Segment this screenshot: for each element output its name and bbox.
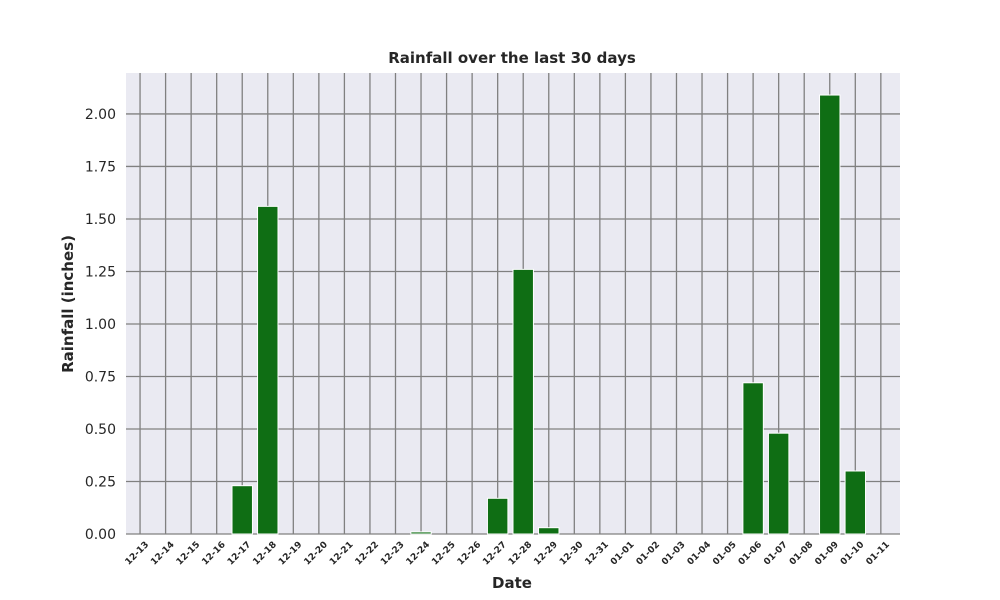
x-tick-label: 01-07 [762,540,789,567]
y-tick-label: 1.50 [85,212,116,228]
y-tick-label: 0.75 [85,369,116,385]
x-tick-label: 12-23 [379,540,406,567]
x-tick-label: 12-28 [507,540,534,567]
x-tick-label: 12-15 [175,540,202,567]
y-tick-label: 1.75 [85,159,116,175]
x-tick-label: 12-17 [226,540,253,567]
x-tick-label: 01-09 [813,540,840,567]
x-tick-label: 12-20 [303,540,330,567]
x-tick-label: 12-14 [149,540,176,567]
y-tick-label: 2.00 [85,107,116,123]
y-tick-labels: 0.00 0.25 0.50 0.75 1.00 1.25 1.50 1.75 2.00 [85,107,116,543]
bar-12-27 [486,497,509,535]
x-tick-label: 01-04 [686,540,713,567]
bar-01-07 [767,432,790,535]
y-tick-label: 0.50 [85,422,116,438]
x-tick-label: 12-18 [251,540,278,567]
bar-12-17 [231,485,253,535]
x-tick-label: 12-26 [456,540,483,567]
chart-title: Rainfall over the last 30 days [388,49,636,67]
x-axis-label: Date [492,574,532,592]
y-tick-label: 1.25 [85,264,116,280]
y-tick-label: 0.00 [85,527,116,543]
x-tick-label: 01-08 [788,540,815,567]
y-tick-label: 0.25 [85,474,116,490]
x-tick-label: 12-16 [200,540,227,567]
x-tick-label: 12-13 [124,540,151,567]
x-tick-label: 12-22 [354,540,381,567]
x-tick-labels: 12-1312-1412-1512-1612-1712-1812-1912-20… [124,540,892,567]
x-tick-label: 12-21 [328,540,355,567]
x-tick-label: 12-25 [430,540,457,567]
x-tick-label: 01-10 [839,540,866,567]
bars [231,94,867,535]
x-tick-label: 01-11 [865,540,892,567]
bar-12-28 [512,268,534,535]
x-tick-label: 12-27 [481,540,508,567]
bar-12-18 [257,205,279,535]
x-tick-label: 01-05 [711,540,738,567]
x-tick-label: 12-31 [584,540,611,567]
x-tick-label: 01-02 [635,540,662,567]
x-tick-label: 12-19 [277,540,304,567]
bar-01-06 [742,382,764,535]
bar-12-29 [538,527,560,535]
x-tick-label: 01-06 [737,540,764,567]
x-tick-label: 12-29 [532,540,559,567]
y-axis-label: Rainfall (inches) [59,235,77,373]
bar-01-10 [844,470,867,535]
x-tick-label: 12-30 [558,540,585,567]
x-tick-label: 12-24 [405,540,432,567]
bar-12-24 [410,531,432,535]
x-tick-label: 01-01 [609,540,636,567]
y-tick-label: 1.00 [85,317,116,333]
x-tick-label: 01-03 [660,540,687,567]
bar-01-09 [819,94,841,535]
